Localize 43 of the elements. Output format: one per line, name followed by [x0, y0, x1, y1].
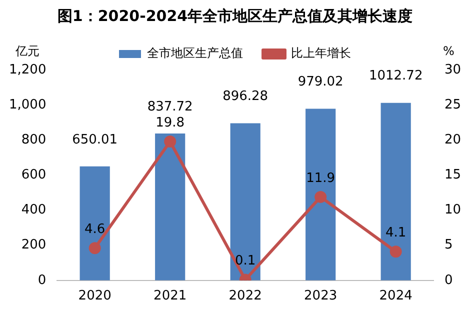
- bar: [306, 108, 336, 280]
- y-tick-label: 400: [21, 202, 46, 218]
- data-label: 650.01: [72, 132, 118, 148]
- y-tick-label: 800: [21, 132, 46, 148]
- data-label: 896.28: [222, 89, 268, 104]
- x-tick-label: 2023: [304, 288, 338, 304]
- data-label: 4.6: [84, 222, 106, 238]
- point: [314, 190, 327, 203]
- y-tick-label: 0: [38, 272, 46, 288]
- y-tick-label: 600: [21, 168, 46, 183]
- y-tick-label: 1,000: [9, 97, 46, 112]
- data-label: 979.02: [298, 74, 344, 90]
- y2-tick-label: 30: [444, 62, 462, 78]
- y2-tick-label: 20: [444, 132, 462, 148]
- y2-tick-label: 15: [444, 168, 462, 183]
- legend-label: 全市地区生产总值: [147, 46, 243, 60]
- y2-tick-label: 10: [444, 202, 462, 218]
- x-tick-label: 2022: [228, 288, 262, 304]
- point: [390, 246, 402, 258]
- x-tick-label: 2020: [78, 288, 112, 304]
- point: [88, 242, 101, 254]
- legend-label: 比上年增长: [291, 46, 351, 60]
- data-label: 4.1: [385, 226, 406, 241]
- y-tick-label: 1,200: [9, 62, 46, 78]
- y2-tick-label: 5: [444, 238, 453, 253]
- bar: [230, 123, 260, 280]
- data-label: 19.8: [156, 115, 185, 130]
- x-tick-label: 2021: [154, 288, 187, 304]
- chart-title: 图1：2020-2024年全市地区生产总值及其增长速度: [57, 6, 413, 25]
- y2-axis-title: %: [443, 44, 454, 58]
- x-tick-label: 2024: [379, 288, 412, 304]
- y-axis-title: 亿元: [14, 44, 40, 58]
- data-label: 837.72: [147, 99, 193, 114]
- y2-tick-label: 0: [444, 272, 453, 288]
- bar: [380, 102, 411, 280]
- y2-tick-label: 25: [444, 97, 462, 112]
- bar: [155, 134, 186, 280]
- data-label: 1012.72: [368, 68, 423, 84]
- bar: [80, 166, 110, 280]
- data-label: 11.9: [306, 170, 336, 186]
- point: [164, 136, 176, 148]
- y-tick-label: 200: [21, 238, 46, 253]
- data-label: 0.1: [234, 254, 256, 269]
